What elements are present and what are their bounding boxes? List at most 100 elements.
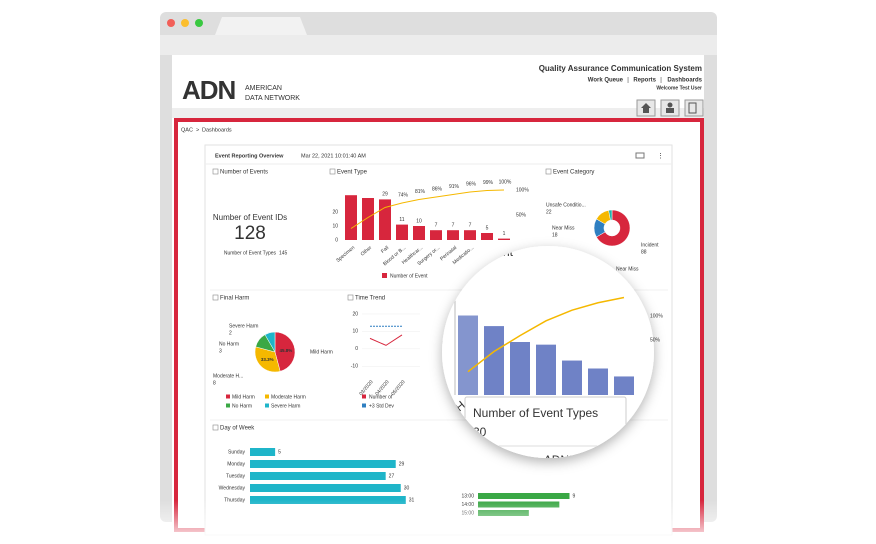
data-label: 91% <box>449 184 460 190</box>
data-label: 29 <box>399 461 405 467</box>
bar <box>536 344 556 395</box>
panel-title: Day of Week <box>220 426 255 432</box>
bar <box>430 230 442 240</box>
pie-slice <box>608 209 613 221</box>
welcome: Welcome Test User <box>656 85 702 91</box>
panel-icon <box>545 168 552 175</box>
bar <box>396 224 408 240</box>
bar <box>447 230 459 240</box>
user-icon <box>667 102 673 108</box>
bar <box>345 195 357 240</box>
data-label: 27 <box>389 473 395 479</box>
logout-button[interactable] <box>684 99 704 117</box>
data-label: 74% <box>398 192 409 198</box>
callout-label: Unsafe Conditio... <box>546 202 586 208</box>
bar <box>413 226 425 240</box>
legend-label: Mild Harm <box>232 394 255 400</box>
kpi-value: 128 <box>234 223 266 244</box>
legend-label: Severe Harm <box>271 403 300 409</box>
y-tick-label: 13:00 <box>461 493 474 499</box>
panel-icon <box>329 168 336 175</box>
panel-title: Time Trend <box>355 296 385 302</box>
panel-icon <box>212 168 219 175</box>
dashboard-title: Event Reporting Overview <box>215 153 284 159</box>
legend-label: Number of Event <box>390 273 428 279</box>
legend-swatch <box>362 394 366 399</box>
nav-link[interactable]: Dashboards <box>667 78 702 84</box>
legend-swatch <box>265 394 269 399</box>
bar <box>562 360 582 395</box>
x-tick-label: Fall <box>380 245 390 255</box>
callout-value: 88 <box>641 249 647 255</box>
y-tick-label: 10 <box>332 223 338 229</box>
bar <box>458 315 478 395</box>
y2-tick-label: 100% <box>650 313 663 319</box>
bar <box>250 484 401 492</box>
cumulative-line <box>350 189 505 229</box>
bar <box>614 376 634 395</box>
y-tick-label: 10 <box>352 329 358 335</box>
legend-label: Moderate Harm <box>271 394 306 400</box>
data-label: 99% <box>483 180 494 186</box>
y-tick-label: 0 <box>355 346 358 352</box>
y-tick-label: Tuesday <box>226 473 245 479</box>
logo-sub: AMERICAN <box>245 85 282 92</box>
nav-separator: | <box>660 78 662 84</box>
minimize-dot[interactable] <box>181 19 189 27</box>
bar <box>481 233 493 240</box>
legend-label: +3 Std Dev <box>369 403 394 409</box>
y-tick-label: Sunday <box>228 449 245 455</box>
tooltip-label: Number of Event Types <box>473 406 598 420</box>
data-label: 100% <box>499 179 512 185</box>
callout-label: Near Miss <box>552 225 575 231</box>
data-label: 81% <box>415 189 426 195</box>
home-icon <box>641 103 651 113</box>
series-line <box>369 334 403 346</box>
callout-label: No Harm <box>219 341 239 347</box>
slice-label: 33.3% <box>261 357 274 362</box>
callout-value: 8 <box>213 380 216 386</box>
bar <box>510 342 530 395</box>
data-label: 29 <box>382 192 388 198</box>
bar <box>379 199 391 240</box>
nav-link[interactable]: Work Queue <box>588 78 624 84</box>
pie-slice <box>596 209 631 247</box>
pie-slice <box>264 331 276 353</box>
close-dot[interactable] <box>167 19 175 27</box>
callout-label: Incident <box>641 242 659 248</box>
bottom-fade <box>150 500 730 544</box>
panel-title: Event Category <box>553 170 594 176</box>
bar <box>250 448 276 456</box>
y-tick-label: 20 <box>332 209 338 215</box>
callout-value: 3 <box>219 348 222 354</box>
data-label: 10 <box>416 218 422 224</box>
panel-title: Final Harm <box>220 296 249 302</box>
more-icon[interactable]: ⋮ <box>657 153 664 160</box>
callout-label: Mild Harm <box>310 349 333 355</box>
callout-label: Near Miss <box>616 266 639 272</box>
legend-swatch <box>265 403 269 408</box>
legend-swatch <box>226 394 230 399</box>
nav-separator: | <box>627 78 629 84</box>
y-tick-label: 0 <box>335 237 338 243</box>
breadcrumb-sep: > <box>196 127 199 133</box>
legend-label: Number of <box>369 394 393 400</box>
callout-value: 2 <box>229 330 232 336</box>
maximize-dot[interactable] <box>195 19 203 27</box>
data-label: 30 <box>404 485 410 491</box>
y-tick-label: -10 <box>351 364 358 370</box>
legend-swatch <box>226 403 230 408</box>
bar <box>484 326 504 395</box>
data-label: 5 <box>486 225 489 231</box>
data-label: 86% <box>432 186 443 192</box>
bar <box>478 493 570 499</box>
browser-tab[interactable] <box>215 17 307 35</box>
bar <box>464 230 476 240</box>
menu-icon[interactable] <box>635 152 645 159</box>
nav-link[interactable]: Reports <box>633 78 656 84</box>
toolbar <box>160 35 717 55</box>
breadcrumb[interactable]: Dashboards <box>202 127 232 133</box>
breadcrumb[interactable]: QAC <box>181 127 193 133</box>
data-label: 7 <box>452 223 455 229</box>
